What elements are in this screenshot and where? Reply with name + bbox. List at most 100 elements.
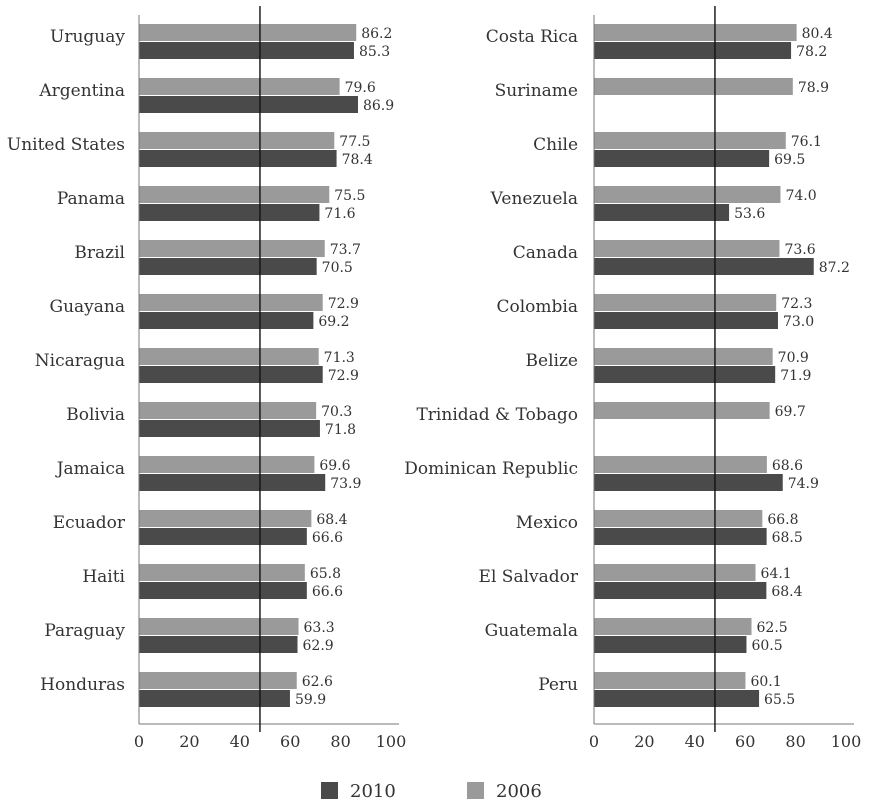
data-label-2010: 53.6 <box>734 206 765 222</box>
bar-2006 <box>594 240 780 257</box>
data-label-2006: 68.6 <box>772 458 803 474</box>
category-label: Haiti <box>82 567 125 587</box>
bar-2010 <box>139 636 298 653</box>
data-label-2010: 71.8 <box>325 422 356 438</box>
legend-label-2006: 2006 <box>496 781 542 802</box>
bar-2010 <box>139 690 290 707</box>
data-label-2010: 59.9 <box>295 692 326 708</box>
x-tick-label: 60 <box>280 732 300 751</box>
legend-swatch-2006 <box>467 782 484 799</box>
bar-2006 <box>594 294 777 311</box>
bar-2010 <box>594 258 814 275</box>
category-label: Honduras <box>40 675 125 695</box>
bar-2010 <box>139 150 337 167</box>
chart-panels: Uruguay 86.2 85.3 Argentina 79.6 86.9 United S… <box>7 6 861 751</box>
data-label-2006: 69.7 <box>775 404 806 420</box>
bar-2006 <box>139 672 297 689</box>
category-label: Guatemala <box>485 621 578 641</box>
data-label-2010: 62.9 <box>303 638 334 654</box>
bar-2006 <box>139 240 325 257</box>
data-label-2010: 71.6 <box>324 206 355 222</box>
x-tick-label: 40 <box>685 732 705 751</box>
legend-swatch-2010 <box>321 782 338 799</box>
x-tick-label: 80 <box>785 732 805 751</box>
chart-panel-2: Costa Rica 80.4 78.2 Suriname 78.9 Chile 76.1 6… <box>404 6 861 751</box>
bar-2010 <box>139 96 358 113</box>
bar-2006 <box>139 402 317 419</box>
bar-2010 <box>139 42 354 59</box>
bar-2010 <box>139 204 320 221</box>
bar-2010 <box>139 528 307 545</box>
bar-2010 <box>139 420 320 437</box>
bar-2010 <box>139 474 326 491</box>
bar-2006 <box>139 348 319 365</box>
category-label: Colombia <box>497 297 579 317</box>
category-label: Bolivia <box>66 405 125 425</box>
data-label-2010: 73.0 <box>783 314 814 330</box>
bar-2006 <box>139 294 323 311</box>
data-label-2010: 72.9 <box>328 368 359 384</box>
x-tick-label: 40 <box>230 732 250 751</box>
data-label-2006: 74.0 <box>785 188 816 204</box>
data-label-2010: 85.3 <box>359 44 390 60</box>
category-label: Venezuela <box>490 189 578 209</box>
category-label: Canada <box>513 243 578 263</box>
data-label-2010: 66.6 <box>312 584 343 600</box>
bar-2006 <box>139 78 340 95</box>
data-label-2006: 86.2 <box>361 26 392 42</box>
x-tick-label: 0 <box>134 732 144 751</box>
bar-2010 <box>139 366 323 383</box>
data-label-2010: 71.9 <box>780 368 811 384</box>
x-tick-label: 100 <box>376 732 407 751</box>
bar-2010 <box>594 366 776 383</box>
data-label-2010: 74.9 <box>788 476 819 492</box>
bar-2010 <box>594 690 760 707</box>
bar-2010 <box>594 42 792 59</box>
chart-legend: 2010 2006 <box>321 781 542 802</box>
bar-2010 <box>594 312 778 329</box>
x-tick-label: 20 <box>179 732 199 751</box>
bar-2006 <box>139 132 335 149</box>
category-label: United States <box>7 135 125 155</box>
data-label-2010: 68.5 <box>772 530 803 546</box>
data-label-2010: 68.4 <box>771 584 802 600</box>
category-label: Peru <box>538 675 578 695</box>
bar-2006 <box>594 672 746 689</box>
category-label: Trinidad & Tobago <box>416 405 578 425</box>
bar-2006 <box>139 618 299 635</box>
category-label: Ecuador <box>53 513 126 533</box>
bar-2006 <box>139 564 305 581</box>
data-label-2006: 78.9 <box>798 80 829 96</box>
category-label: Dominican Republic <box>404 459 578 479</box>
data-label-2006: 68.4 <box>316 512 347 528</box>
x-tick-label: 0 <box>589 732 599 751</box>
data-label-2006: 62.5 <box>757 620 788 636</box>
data-label-2010: 87.2 <box>819 260 850 276</box>
data-label-2006: 76.1 <box>791 134 822 150</box>
category-label: Argentina <box>38 81 125 101</box>
bar-2006 <box>594 564 756 581</box>
data-label-2006: 72.9 <box>328 296 359 312</box>
bar-2010 <box>139 258 317 275</box>
data-label-2006: 79.6 <box>345 80 376 96</box>
data-label-2010: 69.2 <box>318 314 349 330</box>
category-label: Chile <box>533 135 578 155</box>
x-tick-label: 80 <box>330 732 350 751</box>
bar-2006 <box>139 186 330 203</box>
category-label: Uruguay <box>50 27 125 47</box>
category-label: El Salvador <box>479 567 579 587</box>
data-label-2006: 62.6 <box>302 674 333 690</box>
data-label-2010: 66.6 <box>312 530 343 546</box>
data-label-2006: 70.3 <box>321 404 352 420</box>
bar-2010 <box>139 312 314 329</box>
bar-2006 <box>594 510 763 527</box>
data-label-2006: 64.1 <box>761 566 792 582</box>
data-label-2006: 75.5 <box>334 188 365 204</box>
bar-2010 <box>594 474 783 491</box>
x-tick-label: 20 <box>634 732 654 751</box>
category-label: Guayana <box>50 297 126 317</box>
bar-2006 <box>594 132 786 149</box>
chart-panel-1: Uruguay 86.2 85.3 Argentina 79.6 86.9 United S… <box>7 6 406 751</box>
category-label: Brazil <box>74 243 125 263</box>
